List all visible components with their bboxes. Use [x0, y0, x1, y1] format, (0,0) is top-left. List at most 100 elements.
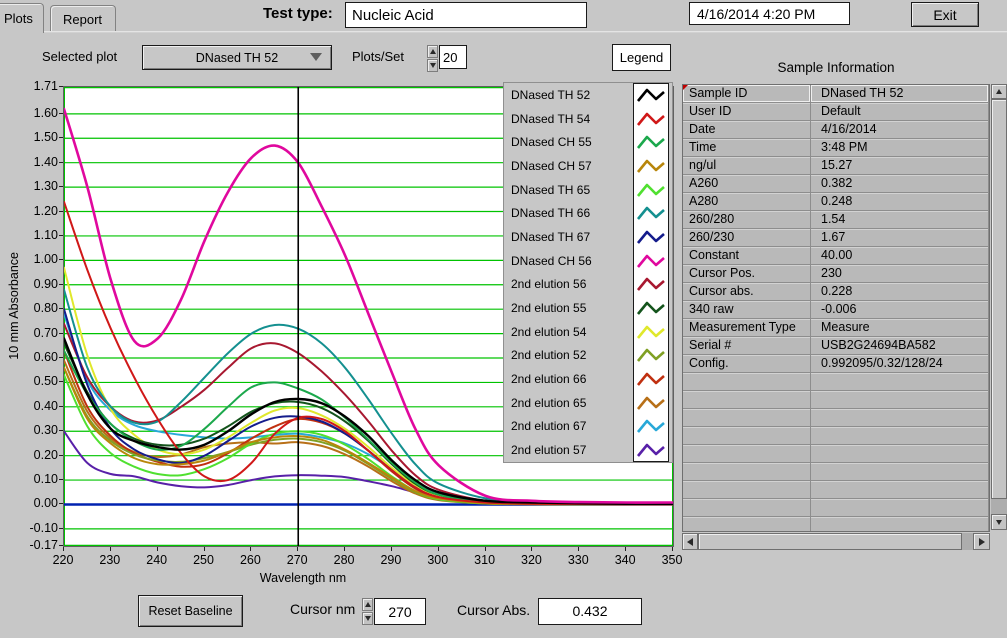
- sample-info-row-sample-id[interactable]: Sample ID DNased TH 52: [683, 85, 989, 103]
- sample-info-row[interactable]: [683, 517, 989, 531]
- x-tick-mark: [297, 546, 299, 551]
- scroll-left-icon[interactable]: [682, 533, 698, 550]
- vscroll-thumb[interactable]: [991, 99, 1007, 499]
- y-tick-label: 0.20: [33, 447, 58, 462]
- row-value: 0.382: [811, 175, 989, 193]
- test-type-field[interactable]: [345, 2, 592, 28]
- scroll-right-icon[interactable]: [973, 533, 990, 550]
- cursor-nm-input[interactable]: [375, 599, 425, 624]
- legend-item-2nd-elution-67[interactable]: 2nd elution 67: [504, 414, 672, 438]
- selected-plot-dropdown[interactable]: DNased TH 52: [142, 45, 332, 70]
- y-tick-label: 0.70: [33, 325, 58, 340]
- legend-item-dnased-ch-56[interactable]: DNased CH 56: [504, 249, 672, 273]
- legend-item-dnased-th-67[interactable]: DNased TH 67: [504, 225, 672, 249]
- legend-button[interactable]: Legend: [612, 44, 671, 71]
- spin-up-icon[interactable]: [362, 598, 373, 611]
- sample-info-row[interactable]: [683, 463, 989, 481]
- legend-item-label: 2nd elution 66: [511, 371, 587, 386]
- row-value: [811, 463, 989, 481]
- sample-info-row[interactable]: [683, 481, 989, 499]
- row-value: [811, 427, 989, 445]
- row-value: Measure: [811, 319, 989, 337]
- legend-item-2nd-elution-65[interactable]: 2nd elution 65: [504, 391, 672, 415]
- dropdown-arrow-icon: [310, 53, 322, 61]
- y-tick-label: 0.50: [33, 374, 58, 389]
- sample-info-row-a280[interactable]: A280 0.248: [683, 193, 989, 211]
- row-value: 0.992095/0.32/128/24: [811, 355, 989, 373]
- legend-item-dnased-th-52[interactable]: DNased TH 52: [504, 83, 672, 107]
- legend-item-2nd-elution-54[interactable]: 2nd elution 54: [504, 320, 672, 344]
- legend-item-2nd-elution-57[interactable]: 2nd elution 57: [504, 438, 672, 462]
- sample-info-row-user-id[interactable]: User ID Default: [683, 103, 989, 121]
- reset-baseline-button[interactable]: Reset Baseline: [138, 595, 243, 627]
- row-label: [683, 391, 811, 409]
- sample-info-row[interactable]: [683, 427, 989, 445]
- legend-line-sample-icon: [636, 159, 665, 173]
- tab-report[interactable]: Report: [50, 5, 116, 32]
- row-value: 3:48 PM: [811, 139, 989, 157]
- sample-info-row[interactable]: [683, 373, 989, 391]
- sample-info-row[interactable]: [683, 445, 989, 463]
- cursor-nm-spinner[interactable]: [362, 598, 373, 625]
- sample-info-row[interactable]: [683, 391, 989, 409]
- sample-info-row-constant[interactable]: Constant 40.00: [683, 247, 989, 265]
- test-type-input[interactable]: [346, 3, 592, 27]
- legend-line-sample-icon: [636, 254, 665, 268]
- row-label: Sample ID: [683, 85, 811, 103]
- series-dnased-th-52: [62, 337, 675, 506]
- row-label: ng/ul: [683, 157, 811, 175]
- sample-table-hscrollbar[interactable]: [682, 533, 990, 550]
- sample-info-row-config-[interactable]: Config. 0.992095/0.32/128/24: [683, 355, 989, 373]
- sample-info-row-340-raw[interactable]: 340 raw -0.006: [683, 301, 989, 319]
- sample-table-vscrollbar[interactable]: [991, 84, 1007, 530]
- sample-info-row-260-280[interactable]: 260/280 1.54: [683, 211, 989, 229]
- sample-info-row-serial-[interactable]: Serial # USB2G24694BA582: [683, 337, 989, 355]
- legend-item-dnased-ch-57[interactable]: DNased CH 57: [504, 154, 672, 178]
- row-label: [683, 409, 811, 427]
- sample-info-row-time[interactable]: Time 3:48 PM: [683, 139, 989, 157]
- legend-item-label: 2nd elution 65: [511, 395, 587, 410]
- sample-info-row-cursor-pos-[interactable]: Cursor Pos. 230: [683, 265, 989, 283]
- series-dnased-ch-56: [62, 107, 675, 504]
- sample-info-row-cursor-abs-[interactable]: Cursor abs. 0.228: [683, 283, 989, 301]
- plots-per-set-input[interactable]: [440, 46, 469, 68]
- row-value: 0.228: [811, 283, 989, 301]
- x-tick-label: 330: [567, 553, 589, 567]
- sample-info-row[interactable]: [683, 409, 989, 427]
- row-label: A280: [683, 193, 811, 211]
- legend-item-dnased-th-65[interactable]: DNased TH 65: [504, 178, 672, 202]
- row-value: [811, 499, 989, 517]
- legend-panel: DNased TH 52 DNased TH 54 DNased CH 55 DNas…: [503, 82, 673, 463]
- scroll-down-icon[interactable]: [991, 514, 1007, 530]
- legend-item-2nd-elution-56[interactable]: 2nd elution 56: [504, 272, 672, 296]
- sample-info-row-a260[interactable]: A260 0.382: [683, 175, 989, 193]
- sample-info-row-date[interactable]: Date 4/16/2014: [683, 121, 989, 139]
- spin-up-icon[interactable]: [427, 45, 438, 58]
- scroll-up-icon[interactable]: [991, 84, 1007, 99]
- exit-button[interactable]: Exit: [911, 2, 979, 27]
- hscroll-thumb[interactable]: [698, 533, 962, 550]
- sample-info-row-ng-ul[interactable]: ng/ul 15.27: [683, 157, 989, 175]
- y-tick-label: 1.60: [33, 105, 58, 120]
- plots-per-set-spinner[interactable]: [427, 45, 438, 72]
- y-tick-mark: [59, 405, 63, 407]
- plots-per-set-field[interactable]: [439, 45, 469, 69]
- datetime-field[interactable]: 4/16/2014 4:20 PM: [689, 2, 850, 25]
- tab-plots[interactable]: Plots: [0, 3, 44, 33]
- legend-item-dnased-ch-55[interactable]: DNased CH 55: [504, 130, 672, 154]
- sample-info-row[interactable]: [683, 499, 989, 517]
- legend-item-2nd-elution-52[interactable]: 2nd elution 52: [504, 343, 672, 367]
- spin-down-icon[interactable]: [427, 59, 438, 72]
- legend-line-sample-icon: [636, 207, 665, 221]
- y-tick-mark: [59, 137, 63, 139]
- sample-info-row-260-230[interactable]: 260/230 1.67: [683, 229, 989, 247]
- sample-info-table[interactable]: Sample ID DNased TH 52 User ID Default Date 4…: [682, 84, 990, 532]
- spin-down-icon[interactable]: [362, 612, 373, 625]
- sample-info-row-measurement-type[interactable]: Measurement Type Measure: [683, 319, 989, 337]
- legend-item-2nd-elution-55[interactable]: 2nd elution 55: [504, 296, 672, 320]
- legend-item-dnased-th-66[interactable]: DNased TH 66: [504, 201, 672, 225]
- cursor-nm-field[interactable]: [374, 598, 426, 625]
- row-value: [811, 409, 989, 427]
- legend-item-2nd-elution-66[interactable]: 2nd elution 66: [504, 367, 672, 391]
- legend-item-dnased-th-54[interactable]: DNased TH 54: [504, 107, 672, 131]
